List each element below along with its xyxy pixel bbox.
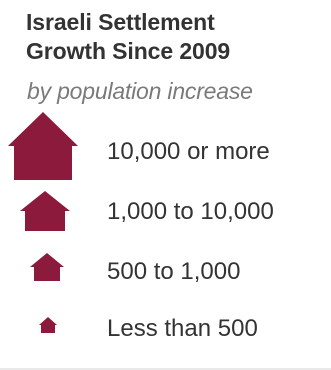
house-icon — [19, 190, 71, 232]
bottom-divider — [0, 368, 331, 370]
legend-item-label: 500 to 1,000 — [107, 258, 241, 285]
legend-title-line-2: Growth Since 2009 — [26, 38, 231, 64]
legend-title-line-1: Israeli Settlement — [26, 9, 215, 35]
house-icon — [29, 252, 65, 282]
legend-subtitle: by population increase — [27, 78, 253, 104]
legend-item-label: Less than 500 — [107, 315, 258, 342]
legend-item-label: 10,000 or more — [107, 138, 270, 165]
legend-item-label: 1,000 to 10,000 — [107, 198, 274, 225]
legend-title: Israeli Settlement Growth Since 2009 — [26, 8, 230, 66]
house-icon — [7, 110, 79, 182]
house-icon — [38, 316, 58, 334]
